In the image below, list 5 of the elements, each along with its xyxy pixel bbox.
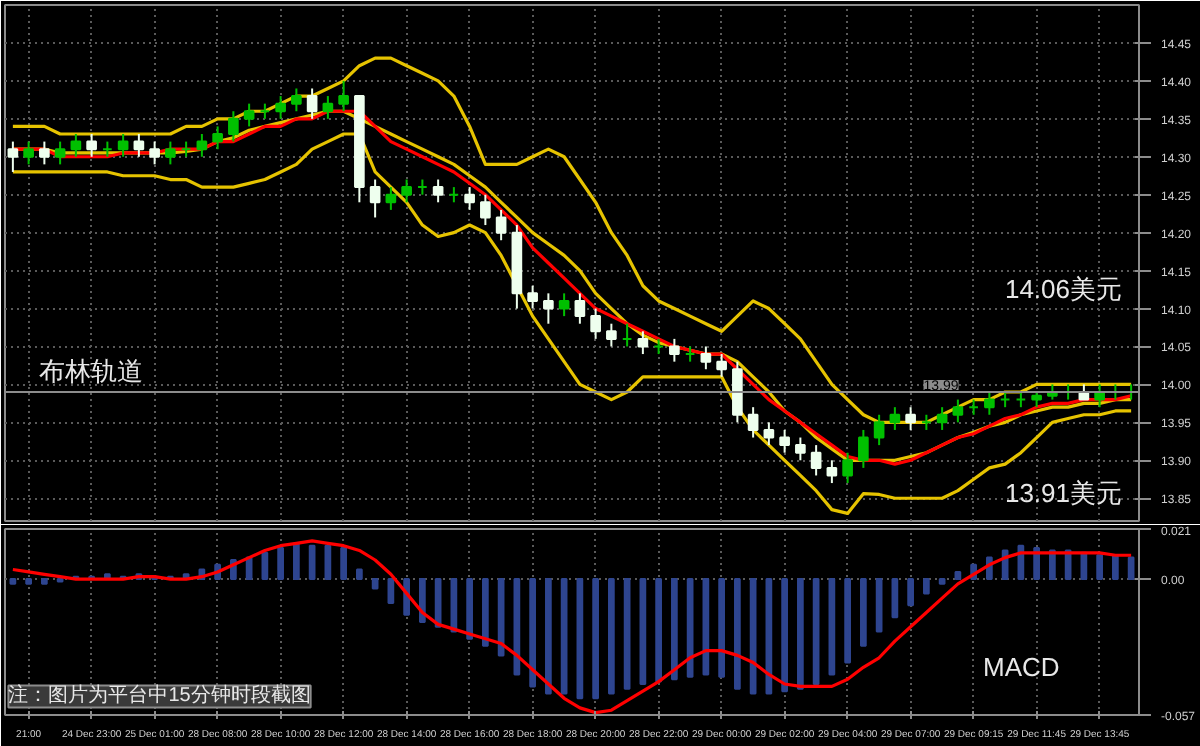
annotation: 布林轨道 xyxy=(39,356,144,387)
annotation: MACD xyxy=(983,651,1060,682)
annotation: 13.91美元 xyxy=(1004,477,1123,508)
annotation: 注：图片为平台中15分钟时段截图 xyxy=(8,683,311,708)
annotation: 14.06美元 xyxy=(1004,273,1123,304)
